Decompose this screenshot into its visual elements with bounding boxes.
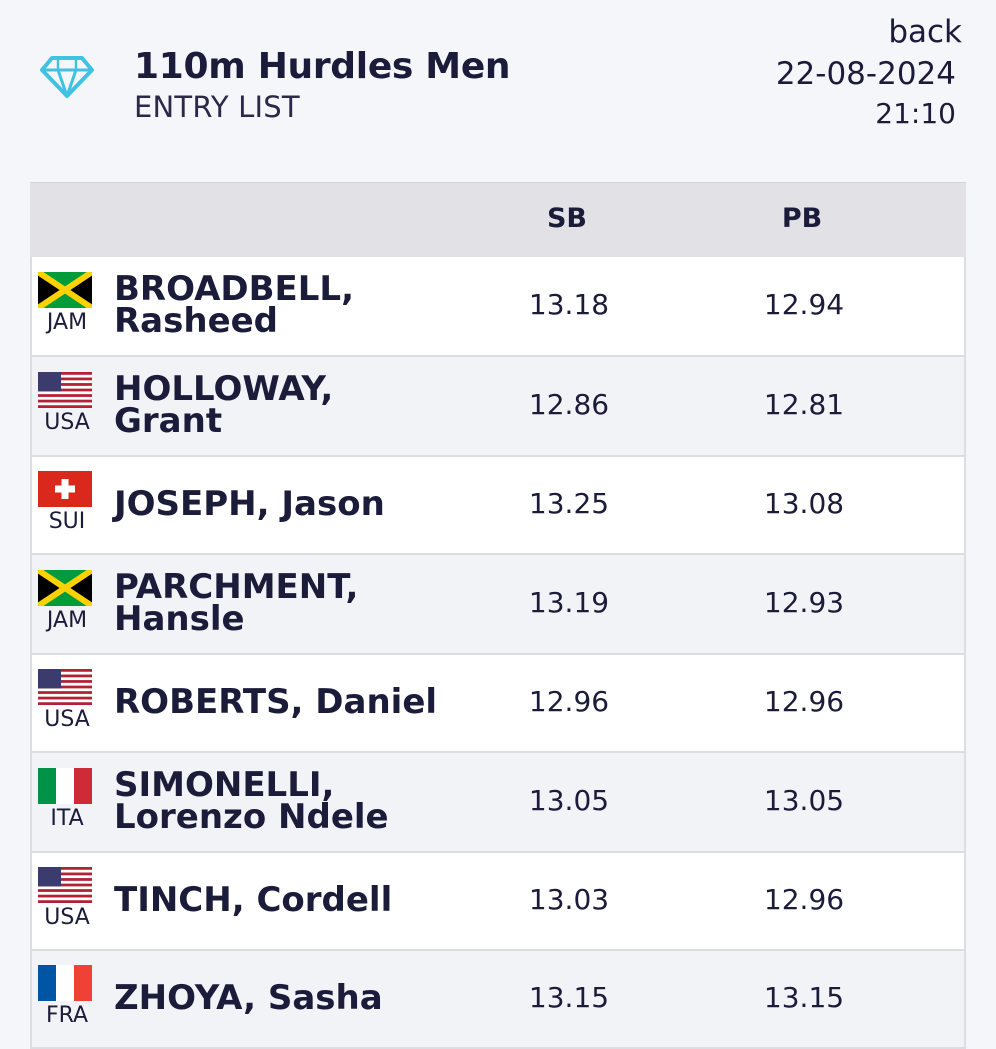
- athlete-name: ROBERTS, Daniel: [114, 682, 494, 722]
- table-row[interactable]: FRA ZHOYA, Sasha 13.15 13.15: [30, 951, 966, 1049]
- column-header-pb: PB: [781, 203, 823, 234]
- table-body: JAM BROADBELL, Rasheed 13.18 12.94 USA HOLLOWA…: [30, 257, 966, 1049]
- sb-value: 13.18: [528, 288, 610, 321]
- athlete-name-line: Rasheed: [114, 301, 279, 341]
- athlete-name-line: PARCHMENT,: [114, 567, 359, 607]
- pb-value: 13.05: [763, 784, 845, 817]
- italy-flag-icon: [38, 768, 92, 804]
- country-code: USA: [44, 905, 90, 930]
- athlete-name-line: Lorenzo Ndele: [114, 797, 389, 837]
- sb-value: 12.86: [528, 388, 610, 421]
- sb-value: 13.25: [528, 487, 610, 520]
- sb-value: 13.15: [528, 981, 610, 1014]
- athlete-name-line: ZHOYA, Sasha: [114, 978, 383, 1018]
- athlete-name-line: BROADBELL,: [114, 269, 355, 309]
- usa-flag-icon: [38, 669, 92, 705]
- athlete-name: BROADBELL, Rasheed: [114, 269, 494, 341]
- table-row[interactable]: JAM PARCHMENT, Hansle 13.19 12.93: [30, 555, 966, 655]
- athlete-name-line: Hansle: [114, 599, 245, 639]
- sb-value: 13.05: [528, 784, 610, 817]
- pb-value: 13.08: [763, 487, 845, 520]
- pb-value: 12.93: [763, 586, 845, 619]
- table-row[interactable]: USA ROBERTS, Daniel 12.96 12.96: [30, 655, 966, 753]
- country-code: SUI: [48, 509, 86, 534]
- table-header: SB PB: [30, 182, 966, 257]
- athlete-name-line: JOSEPH, Jason: [114, 484, 385, 524]
- athlete-name: TINCH, Cordell: [114, 880, 494, 920]
- athlete-name: ZHOYA, Sasha: [114, 978, 494, 1018]
- column-header-sb: SB: [546, 203, 588, 234]
- france-flag-icon: [38, 965, 92, 1001]
- country-code: USA: [44, 707, 90, 732]
- athlete-name: HOLLOWAY, Grant: [114, 369, 494, 441]
- jamaica-flag-icon: [38, 272, 92, 308]
- page-header: 110m Hurdles Men ENTRY LIST back 22-08-2…: [0, 0, 996, 180]
- country-code: USA: [44, 410, 90, 435]
- athlete-name: JOSEPH, Jason: [114, 484, 494, 524]
- page-title: 110m Hurdles Men: [134, 46, 511, 87]
- entry-list-table: SB PB JAM BROADBELL, Rasheed 13.18 12.94 USA H…: [30, 182, 966, 1049]
- usa-flag-icon: [38, 867, 92, 903]
- sb-value: 13.03: [528, 883, 610, 916]
- back-link[interactable]: back: [888, 14, 962, 50]
- country-code: FRA: [45, 1003, 89, 1028]
- athlete-name: SIMONELLI, Lorenzo Ndele: [114, 765, 494, 837]
- pb-value: 13.15: [763, 981, 845, 1014]
- athlete-name-line: Grant: [114, 401, 223, 441]
- athlete-name-line: SIMONELLI,: [114, 765, 335, 805]
- country-code: JAM: [46, 310, 88, 335]
- pb-value: 12.96: [763, 883, 845, 916]
- pb-value: 12.94: [763, 288, 845, 321]
- pb-value: 12.81: [763, 388, 845, 421]
- switzerland-flag-icon: [38, 471, 92, 507]
- event-date: 22-08-2024: [775, 56, 956, 92]
- country-code: ITA: [50, 806, 84, 831]
- athlete-name: PARCHMENT, Hansle: [114, 567, 494, 639]
- diamond-icon: [40, 56, 94, 98]
- table-row[interactable]: USA HOLLOWAY, Grant 12.86 12.81: [30, 357, 966, 457]
- athlete-name-line: ROBERTS, Daniel: [114, 682, 438, 722]
- sb-value: 13.19: [528, 586, 610, 619]
- usa-flag-icon: [38, 372, 92, 408]
- pb-value: 12.96: [763, 685, 845, 718]
- event-time: 21:10: [875, 97, 956, 130]
- table-row[interactable]: ITA SIMONELLI, Lorenzo Ndele 13.05 13.05: [30, 753, 966, 853]
- athlete-name-line: HOLLOWAY,: [114, 369, 334, 409]
- athlete-name-line: TINCH, Cordell: [114, 880, 393, 920]
- table-row[interactable]: USA TINCH, Cordell 13.03 12.96: [30, 853, 966, 951]
- table-row[interactable]: JAM BROADBELL, Rasheed 13.18 12.94: [30, 257, 966, 357]
- page-subtitle: ENTRY LIST: [134, 90, 300, 124]
- table-row[interactable]: SUI JOSEPH, Jason 13.25 13.08: [30, 457, 966, 555]
- country-code: JAM: [46, 608, 88, 633]
- sb-value: 12.96: [528, 685, 610, 718]
- jamaica-flag-icon: [38, 570, 92, 606]
